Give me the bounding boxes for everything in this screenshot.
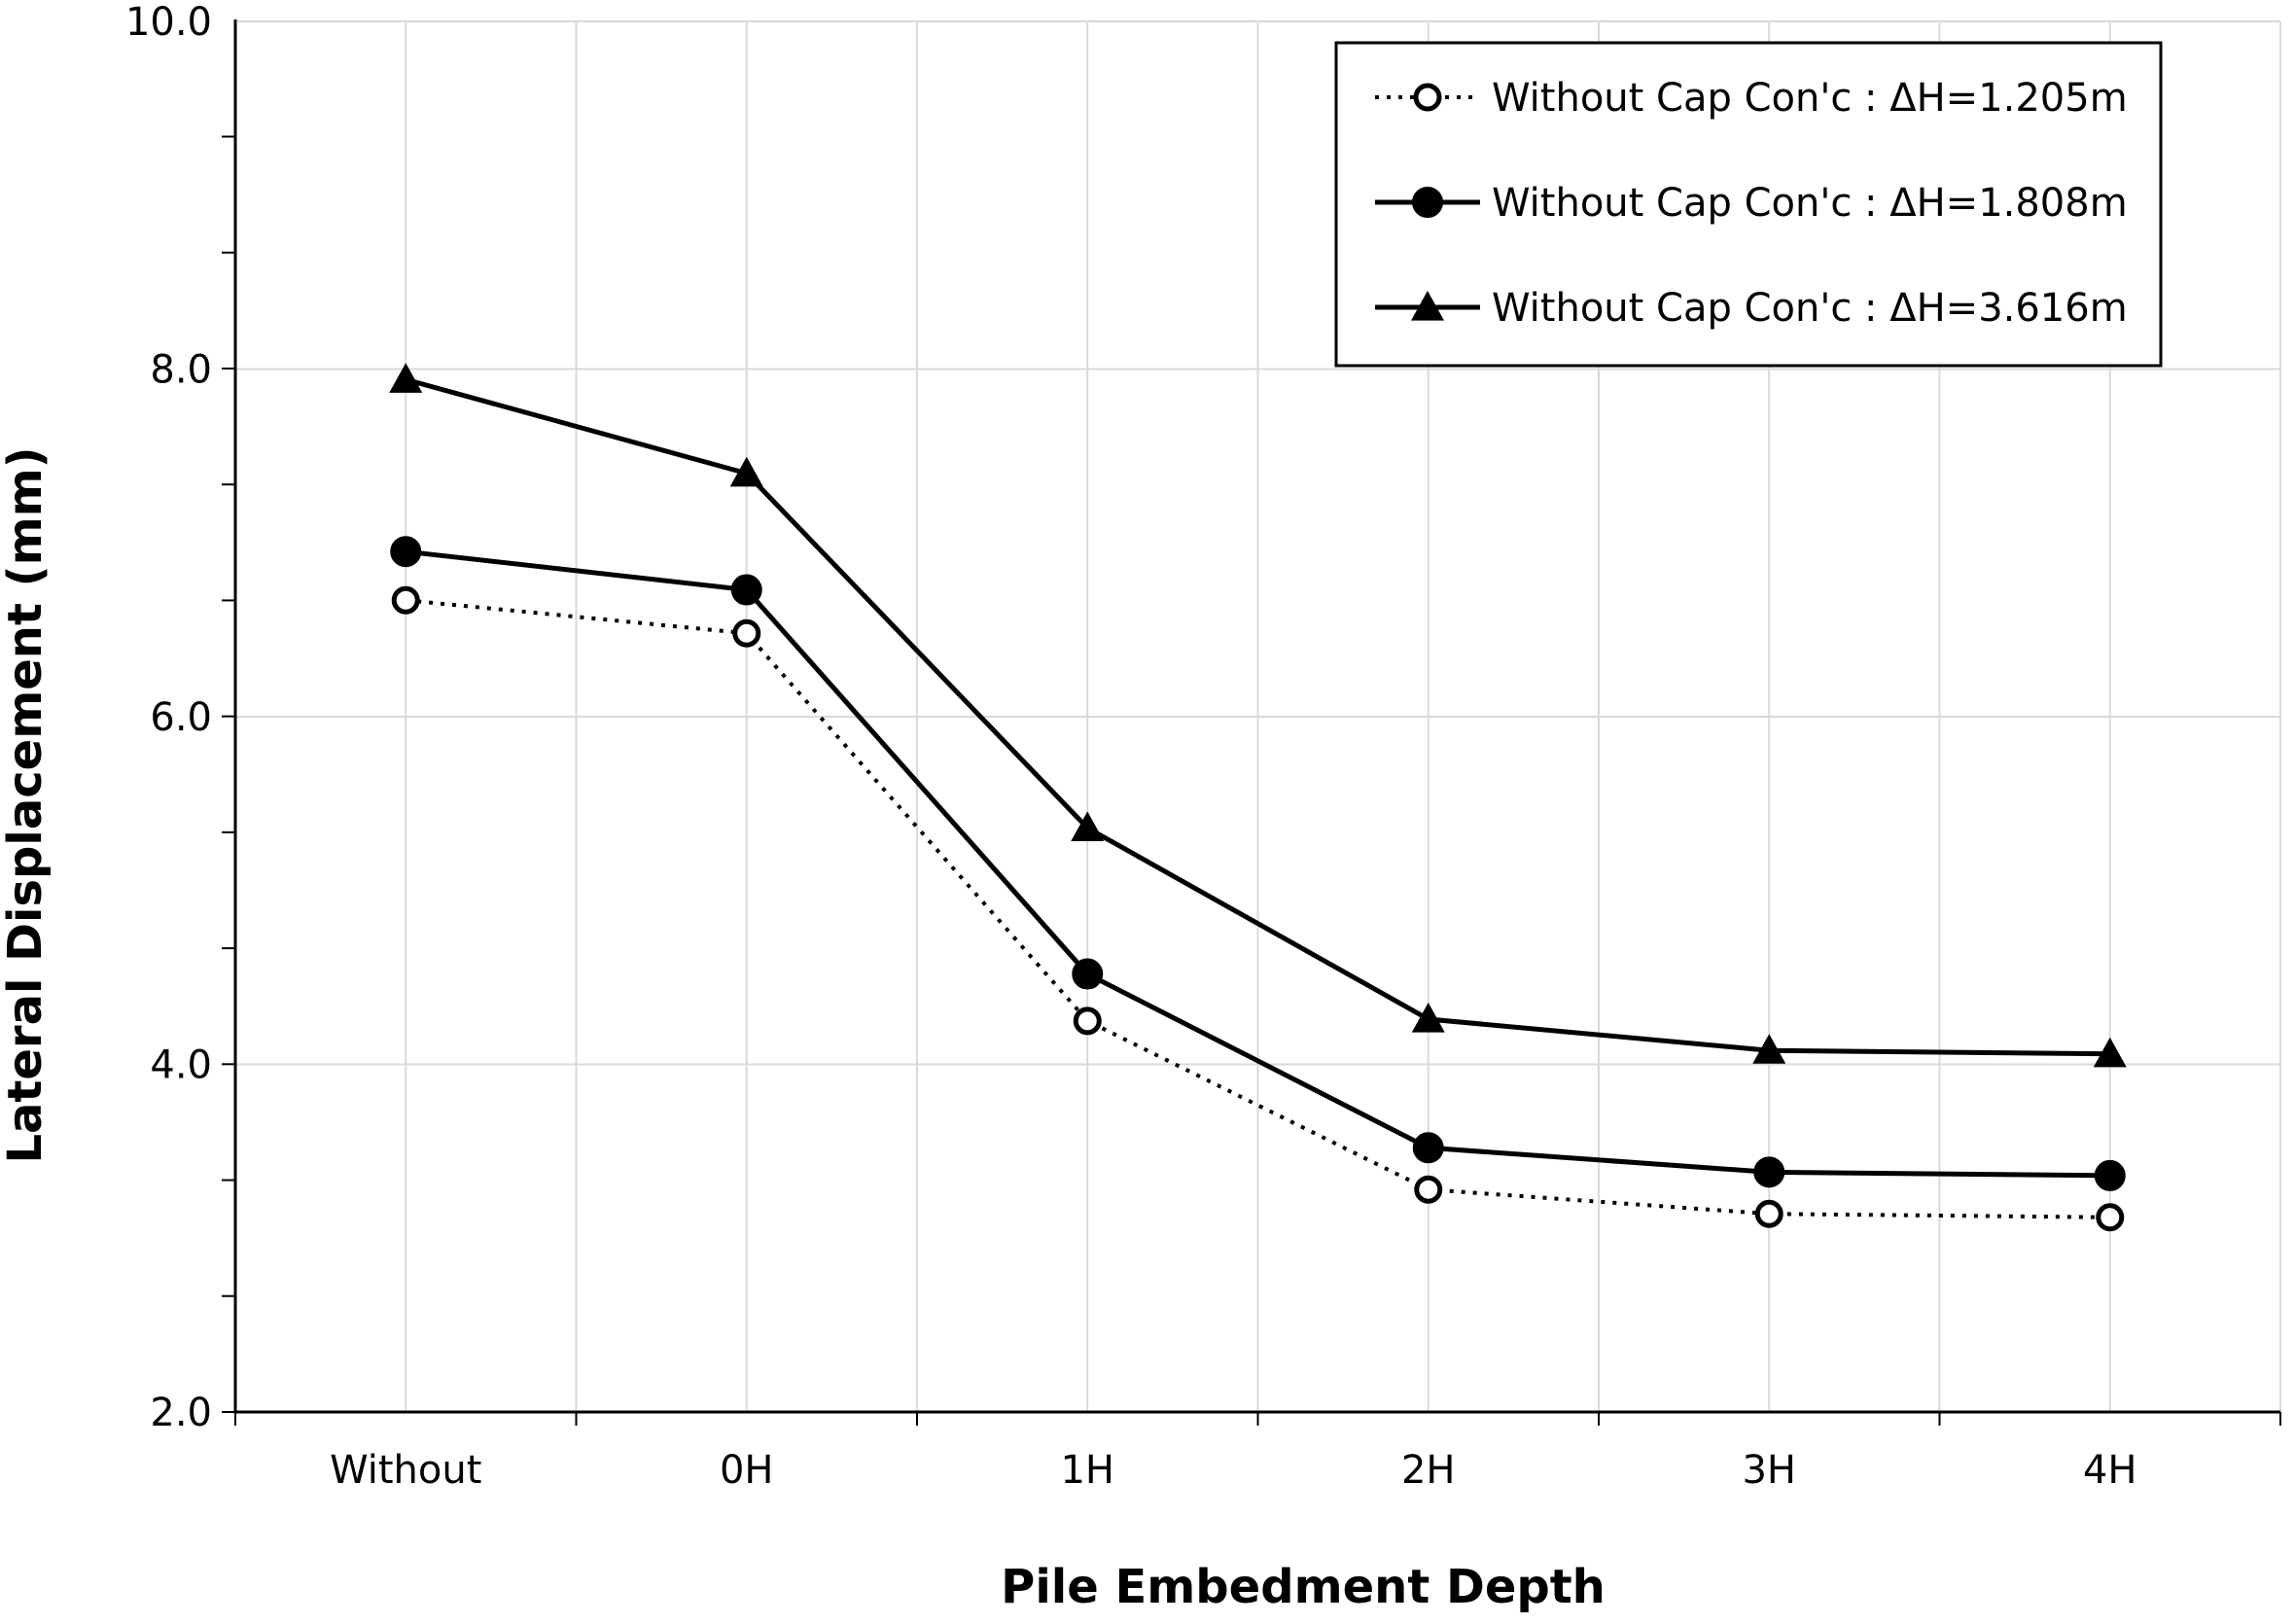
series-line-1	[405, 548, 2110, 1179]
data-point-1-2	[1072, 958, 1104, 990]
data-point-0-4	[1754, 1199, 1783, 1228]
y-tick-label: 2.0	[150, 1391, 212, 1435]
data-point-1-0	[390, 536, 422, 568]
data-point-0-5	[2096, 1203, 2125, 1232]
data-point-0-3	[1414, 1175, 1443, 1204]
data-point-2-4	[1752, 1034, 1786, 1064]
x-tick-label: 3H	[1742, 1448, 1796, 1493]
data-point-2-5	[2093, 1037, 2127, 1068]
legend-samples	[1375, 83, 1480, 321]
x-tick-label: 0H	[720, 1448, 774, 1493]
data-point-1-1	[730, 574, 762, 606]
series-line-2	[405, 376, 2110, 1057]
data-point-1-3	[1412, 1132, 1444, 1164]
x-tick-label: 2H	[1401, 1448, 1456, 1493]
data-point-2-3	[1411, 1003, 1445, 1033]
data-point-1-4	[1753, 1156, 1785, 1188]
legend-entry-2: Without Cap Con'c : ΔH=3.616m	[1492, 286, 2128, 331]
legend-entry-0: Without Cap Con'c : ΔH=1.205m	[1492, 76, 2128, 121]
data-point-0-1	[732, 618, 761, 648]
data-point-2-1	[729, 456, 763, 487]
data-point-1-5	[2094, 1159, 2126, 1191]
tick-labels: 2.0 4.0 6.0 8.0 10.0 Without 0H 1H 2H 3H 4H	[125, 0, 2137, 1493]
x-tick-label: 4H	[2083, 1448, 2137, 1493]
y-tick-label: 8.0	[150, 348, 212, 393]
data-point-2-2	[1071, 811, 1105, 841]
x-tick-label: 1H	[1060, 1448, 1114, 1493]
axes	[222, 19, 2281, 1426]
series-line-0	[406, 598, 2110, 1219]
data-point-2-0	[389, 363, 423, 393]
legend-marker-1	[1412, 187, 1443, 218]
legend-marker-0	[1413, 83, 1442, 112]
series	[389, 363, 2127, 1232]
legend: Without Cap Con'c : ΔH=1.205m Without Ca…	[1334, 41, 2163, 368]
legend-entry-1: Without Cap Con'c : ΔH=1.808m	[1492, 181, 2128, 226]
data-point-0-2	[1073, 1006, 1102, 1036]
y-axis-title: Lateral Displacement (mm)	[0, 446, 53, 1163]
x-axis-title: Pile Embedment Depth	[1001, 1560, 1606, 1614]
legend-marker-2	[1411, 291, 1444, 321]
x-tick-label: Without	[330, 1448, 481, 1493]
y-tick-label: 4.0	[150, 1043, 212, 1088]
y-tick-label: 10.0	[125, 0, 212, 45]
y-tick-label: 6.0	[150, 695, 212, 740]
data-point-0-0	[391, 585, 420, 615]
